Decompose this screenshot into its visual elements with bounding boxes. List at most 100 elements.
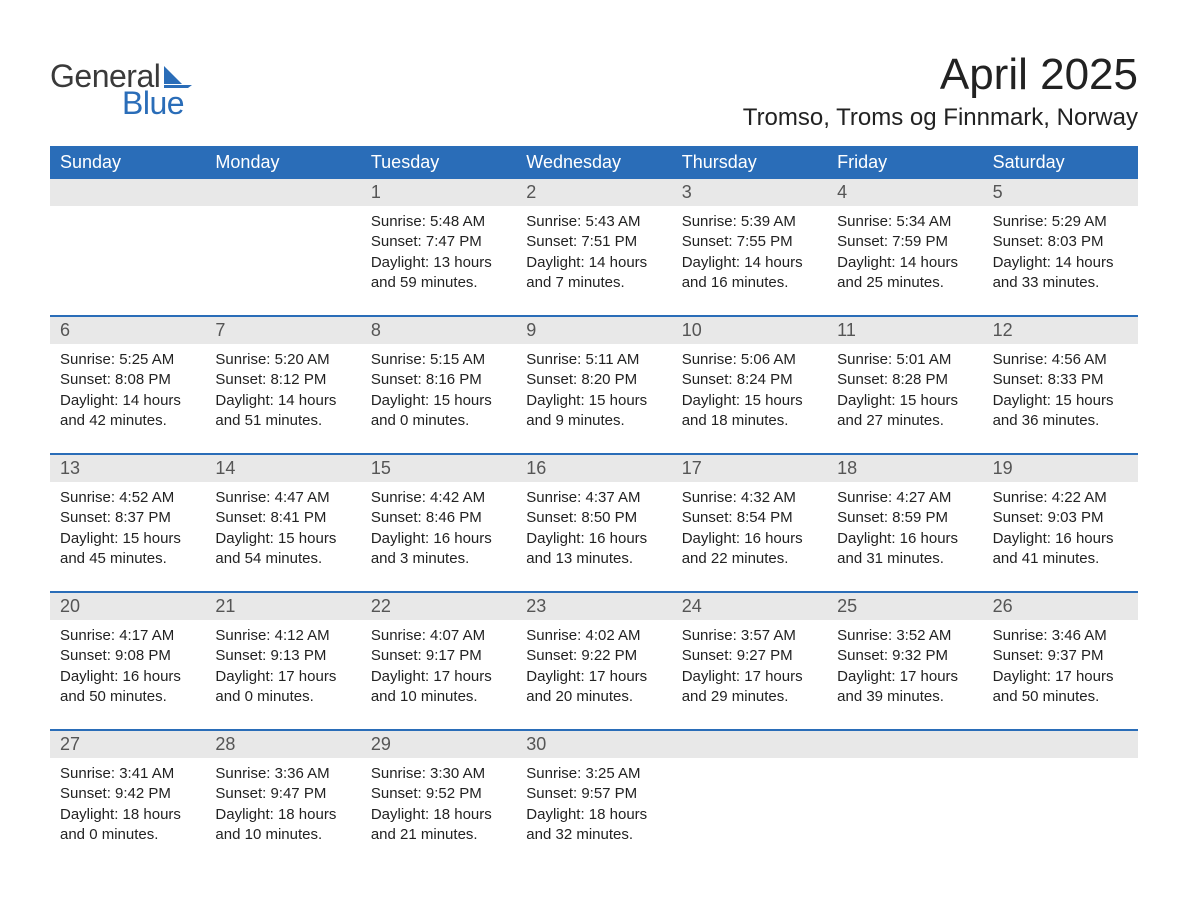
daylight-line: Daylight: 17 hours <box>682 667 817 687</box>
daylight-line-2: and 31 minutes. <box>837 549 972 569</box>
daylight-line: Daylight: 18 hours <box>371 805 506 825</box>
day-number: 15 <box>361 455 516 482</box>
daylight-line: Daylight: 16 hours <box>60 667 195 687</box>
day-cell: Sunrise: 3:25 AMSunset: 9:57 PMDaylight:… <box>516 758 671 853</box>
day-number: 27 <box>50 731 205 758</box>
sunrise-line: Sunrise: 5:39 AM <box>682 212 817 232</box>
month-title: April 2025 <box>743 50 1138 100</box>
sunset-line: Sunset: 9:17 PM <box>371 646 506 666</box>
sunrise-line: Sunrise: 5:25 AM <box>60 350 195 370</box>
day-number: 1 <box>361 179 516 206</box>
day-cell: Sunrise: 4:22 AMSunset: 9:03 PMDaylight:… <box>983 482 1138 577</box>
weekday-label: Monday <box>205 146 360 179</box>
daylight-line-2: and 29 minutes. <box>682 687 817 707</box>
daylight-line-2: and 27 minutes. <box>837 411 972 431</box>
day-cell: Sunrise: 5:06 AMSunset: 8:24 PMDaylight:… <box>672 344 827 439</box>
daylight-line-2: and 20 minutes. <box>526 687 661 707</box>
daynum-row: 20212223242526 <box>50 593 1138 620</box>
daylight-line: Daylight: 14 hours <box>837 253 972 273</box>
sunset-line: Sunset: 8:24 PM <box>682 370 817 390</box>
sunset-line: Sunset: 8:41 PM <box>215 508 350 528</box>
day-number: 22 <box>361 593 516 620</box>
daylight-line: Daylight: 17 hours <box>371 667 506 687</box>
sunset-line: Sunset: 9:13 PM <box>215 646 350 666</box>
day-number: 19 <box>983 455 1138 482</box>
daylight-line: Daylight: 15 hours <box>837 391 972 411</box>
day-body-row: Sunrise: 5:25 AMSunset: 8:08 PMDaylight:… <box>50 344 1138 439</box>
daylight-line: Daylight: 16 hours <box>682 529 817 549</box>
sunset-line: Sunset: 9:32 PM <box>837 646 972 666</box>
sunrise-line: Sunrise: 4:37 AM <box>526 488 661 508</box>
calendar-week: 13141516171819Sunrise: 4:52 AMSunset: 8:… <box>50 453 1138 577</box>
day-number <box>50 179 205 206</box>
sunset-line: Sunset: 9:22 PM <box>526 646 661 666</box>
sunset-line: Sunset: 8:03 PM <box>993 232 1128 252</box>
day-number: 7 <box>205 317 360 344</box>
daylight-line-2: and 54 minutes. <box>215 549 350 569</box>
daylight-line-2: and 13 minutes. <box>526 549 661 569</box>
sunrise-line: Sunrise: 5:15 AM <box>371 350 506 370</box>
sunrise-line: Sunrise: 4:47 AM <box>215 488 350 508</box>
day-number: 30 <box>516 731 671 758</box>
day-number: 28 <box>205 731 360 758</box>
daylight-line-2: and 51 minutes. <box>215 411 350 431</box>
day-cell <box>983 758 1138 853</box>
daylight-line-2: and 33 minutes. <box>993 273 1128 293</box>
day-cell: Sunrise: 4:47 AMSunset: 8:41 PMDaylight:… <box>205 482 360 577</box>
daylight-line: Daylight: 17 hours <box>215 667 350 687</box>
daynum-row: 27282930 <box>50 731 1138 758</box>
sunset-line: Sunset: 9:57 PM <box>526 784 661 804</box>
daylight-line: Daylight: 14 hours <box>215 391 350 411</box>
day-number: 10 <box>672 317 827 344</box>
sunset-line: Sunset: 8:37 PM <box>60 508 195 528</box>
weekday-label: Friday <box>827 146 982 179</box>
daylight-line-2: and 9 minutes. <box>526 411 661 431</box>
day-cell: Sunrise: 3:30 AMSunset: 9:52 PMDaylight:… <box>361 758 516 853</box>
sunrise-line: Sunrise: 4:12 AM <box>215 626 350 646</box>
weeks-container: 12345Sunrise: 5:48 AMSunset: 7:47 PMDayl… <box>50 179 1138 853</box>
sunset-line: Sunset: 9:27 PM <box>682 646 817 666</box>
day-cell: Sunrise: 3:57 AMSunset: 9:27 PMDaylight:… <box>672 620 827 715</box>
day-number: 5 <box>983 179 1138 206</box>
daylight-line-2: and 42 minutes. <box>60 411 195 431</box>
sunset-line: Sunset: 9:42 PM <box>60 784 195 804</box>
sunrise-line: Sunrise: 3:25 AM <box>526 764 661 784</box>
sunset-line: Sunset: 9:08 PM <box>60 646 195 666</box>
daylight-line-2: and 36 minutes. <box>993 411 1128 431</box>
day-cell: Sunrise: 4:17 AMSunset: 9:08 PMDaylight:… <box>50 620 205 715</box>
daylight-line: Daylight: 18 hours <box>526 805 661 825</box>
daylight-line-2: and 10 minutes. <box>371 687 506 707</box>
daynum-row: 6789101112 <box>50 317 1138 344</box>
daylight-line-2: and 0 minutes. <box>60 825 195 845</box>
sunset-line: Sunset: 7:55 PM <box>682 232 817 252</box>
day-number: 3 <box>672 179 827 206</box>
daynum-row: 12345 <box>50 179 1138 206</box>
daylight-line: Daylight: 18 hours <box>60 805 195 825</box>
day-cell: Sunrise: 5:43 AMSunset: 7:51 PMDaylight:… <box>516 206 671 301</box>
day-number: 18 <box>827 455 982 482</box>
weekday-label: Tuesday <box>361 146 516 179</box>
daylight-line: Daylight: 15 hours <box>526 391 661 411</box>
daylight-line-2: and 0 minutes. <box>215 687 350 707</box>
sunset-line: Sunset: 7:59 PM <box>837 232 972 252</box>
daylight-line-2: and 0 minutes. <box>371 411 506 431</box>
day-number: 20 <box>50 593 205 620</box>
sunrise-line: Sunrise: 3:46 AM <box>993 626 1128 646</box>
sunset-line: Sunset: 8:50 PM <box>526 508 661 528</box>
sunrise-line: Sunrise: 5:29 AM <box>993 212 1128 232</box>
sunrise-line: Sunrise: 4:07 AM <box>371 626 506 646</box>
weekday-label: Sunday <box>50 146 205 179</box>
weekday-label: Thursday <box>672 146 827 179</box>
day-cell <box>50 206 205 301</box>
calendar: Sunday Monday Tuesday Wednesday Thursday… <box>50 146 1138 853</box>
daylight-line: Daylight: 17 hours <box>837 667 972 687</box>
day-cell: Sunrise: 5:15 AMSunset: 8:16 PMDaylight:… <box>361 344 516 439</box>
daylight-line: Daylight: 18 hours <box>215 805 350 825</box>
daylight-line: Daylight: 16 hours <box>371 529 506 549</box>
sunrise-line: Sunrise: 5:01 AM <box>837 350 972 370</box>
day-number: 11 <box>827 317 982 344</box>
sunset-line: Sunset: 9:37 PM <box>993 646 1128 666</box>
daylight-line: Daylight: 17 hours <box>526 667 661 687</box>
day-cell: Sunrise: 5:25 AMSunset: 8:08 PMDaylight:… <box>50 344 205 439</box>
weekday-label: Saturday <box>983 146 1138 179</box>
